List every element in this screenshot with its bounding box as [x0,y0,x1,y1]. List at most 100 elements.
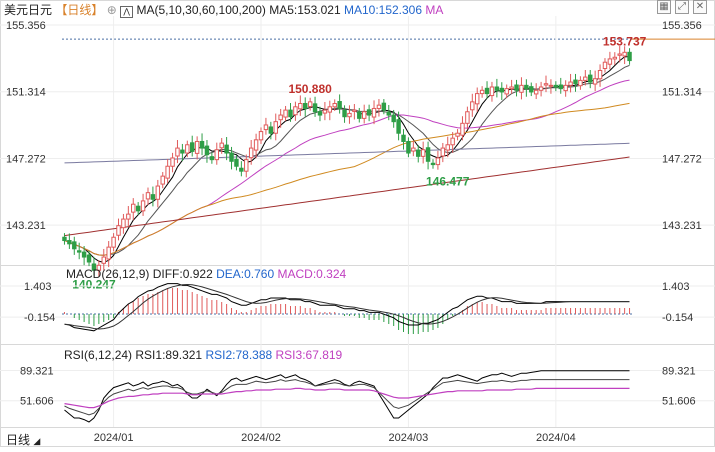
candle-body [140,200,146,212]
rsi-label: RSI(6,12,24) [64,348,133,362]
candle-body [425,147,431,162]
ma5-line [64,56,630,263]
candle-body [411,147,416,152]
ma-extra-label: MA [425,3,444,17]
candle-body [253,139,259,151]
candle-body [538,86,544,91]
candle-body [219,142,224,149]
candle-body [307,101,313,107]
settings-icon[interactable]: ⊕ [106,3,117,17]
candle-body [494,86,500,91]
candle-body [489,86,495,97]
annotation-high2: 153.737 [603,35,647,49]
period-label[interactable]: 【日线】 [55,3,104,17]
candle-body [126,213,131,220]
candle-body [420,149,426,157]
candle-body [627,51,632,62]
candle-body [86,254,92,263]
candle-body [465,111,470,124]
candlestick-series [62,45,632,277]
candle-body [347,112,352,118]
candle-body [337,101,342,109]
candle-body [548,84,554,87]
macd-label: MACD(26,12,9) [66,267,150,281]
candle-body [312,103,318,113]
price-tick-left: 155.356 [6,20,46,32]
grid-icon[interactable]: ▦ [657,0,671,14]
candle-body [484,87,490,95]
candle-body [145,192,151,200]
candle-body [440,147,446,157]
macd-tick-right: -0.154 [662,312,693,324]
candle-body [185,144,190,154]
macd-tick-right: 1.403 [662,281,690,293]
candle-body [170,157,175,167]
candle-body [229,152,234,162]
candle-body [568,81,573,86]
annotation-low1: 140.247 [72,277,116,291]
candle-body [342,109,347,118]
candle-body [288,109,293,118]
candle-body [199,140,205,149]
month-tick-label: 2024/03 [389,432,429,444]
candle-body [386,111,391,116]
candle-body [263,124,269,131]
candle-body [381,102,387,111]
candle-body [509,86,514,90]
candle-body [445,144,450,151]
candle-body [62,236,67,242]
candle-body [607,58,613,65]
candle-body [592,78,598,85]
candle-body [332,103,337,108]
period-footer-label: 日线 [6,433,31,447]
ma10-line [64,64,630,256]
diff-label: DIFF:0.922 [152,267,213,281]
candle-body [524,84,529,90]
ma-label: MA(5,10,30,60,100,200) [136,3,266,17]
period-footer[interactable]: 日线 ◢ [6,431,40,448]
candle-body [533,89,539,95]
candle-body [135,205,141,212]
candle-body [165,165,170,179]
price-tick-right: 151.314 [662,87,702,99]
ma10-label: MA10:152.306 [343,3,423,17]
candle-body [258,131,264,141]
candle-body [91,263,97,271]
candle-body [116,225,121,236]
rsi-legend: RSI(6,12,24) RSI1:89.321 RSI2:78.388 RSI… [64,348,342,362]
price-annotations: 150.880 153.737 140.247 146.477 [72,35,646,292]
candle-body [504,88,509,95]
candle-body [578,79,583,87]
indicator-icon[interactable]: ⋀ [120,6,134,18]
candle-body [244,159,249,172]
expand-icon[interactable]: ⤢ [675,0,689,14]
rsi3-line [64,387,630,409]
rsi-tick-right: 89.321 [662,366,696,378]
macd-tick-left: -0.154 [24,312,55,324]
candle-body [455,132,460,137]
candle-body [612,56,618,60]
candle-body [597,69,603,80]
candle-body [160,175,165,185]
candle-body [470,101,475,111]
candle-body [194,140,200,154]
macd-dea-line [64,283,630,330]
rsi-tick-left: 51.606 [20,396,54,408]
price-tick-left: 143.231 [6,220,46,232]
candle-body [175,147,180,157]
candle-body [357,111,362,119]
price-tick-right: 155.356 [662,20,702,32]
rsi2-label: RSI2:78.388 [205,348,273,362]
candle-body [435,157,441,166]
candle-body [588,74,593,83]
candle-body [529,86,534,93]
candle-body [317,111,323,116]
macd-legend: MACD(26,12,9) DIFF:0.922 DEA:0.760 MACD:… [66,267,346,281]
period-footer-icon: ◢ [33,436,41,446]
candle-body [239,167,244,172]
close-icon[interactable]: ✕ [693,0,707,14]
candle-body [96,264,102,271]
price-tick-left: 147.272 [6,153,46,165]
